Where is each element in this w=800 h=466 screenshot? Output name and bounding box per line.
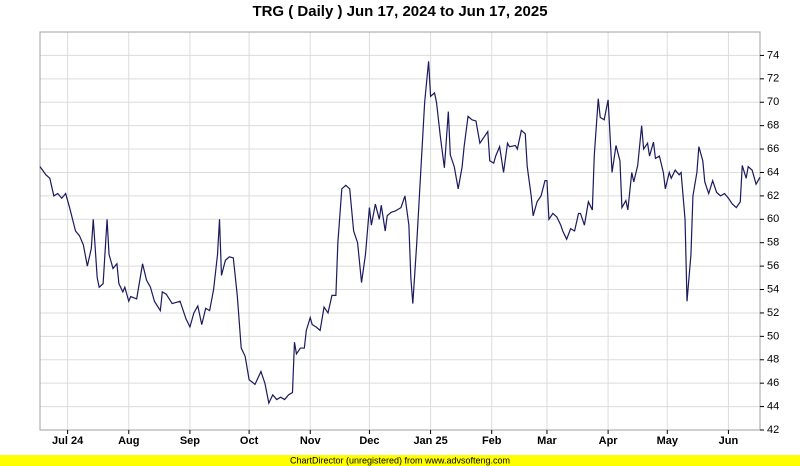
x-tick-label: Nov xyxy=(300,435,322,447)
x-tick-label: Jul 24 xyxy=(52,435,84,447)
x-tick-label: Aug xyxy=(118,435,139,447)
y-tick-label: 70 xyxy=(767,96,779,108)
x-tick-label: Dec xyxy=(359,435,379,447)
y-tick-label: 62 xyxy=(767,190,779,202)
x-tick-label: Jan 25 xyxy=(413,435,447,447)
footer-band xyxy=(0,455,800,466)
y-tick-label: 46 xyxy=(767,377,779,389)
y-tick-label: 68 xyxy=(767,120,779,132)
y-tick-label: 52 xyxy=(767,307,779,319)
x-tick-label: Jun xyxy=(719,435,739,447)
grid xyxy=(40,32,760,431)
x-tick-label: Apr xyxy=(599,435,619,447)
y-tick-label: 50 xyxy=(767,330,779,342)
y-tick-label: 72 xyxy=(767,73,779,85)
y-tick-label: 58 xyxy=(767,237,779,249)
price-line xyxy=(39,61,761,405)
plot-frame xyxy=(39,31,761,431)
y-tick-label: 64 xyxy=(767,166,779,178)
x-tick-label: Sep xyxy=(180,435,200,447)
chart-title: TRG ( Daily ) Jun 17, 2024 to Jun 17, 20… xyxy=(252,3,547,20)
y-tick-label: 60 xyxy=(767,213,779,225)
y-tick-label: 48 xyxy=(767,354,779,366)
x-tick-label: Mar xyxy=(537,435,557,447)
footer-text: ChartDirector (unregistered) from www.ad… xyxy=(290,455,510,465)
x-tick-label: Feb xyxy=(482,435,502,447)
y-tick-label: 54 xyxy=(767,283,779,295)
y-tick-label: 42 xyxy=(767,424,779,436)
y-tick-label: 44 xyxy=(767,400,779,412)
y-tick-label: 56 xyxy=(767,260,779,272)
y-tick-label: 66 xyxy=(767,143,779,155)
x-tick-label: Oct xyxy=(240,435,259,447)
y-tick-label: 74 xyxy=(767,49,779,61)
x-tick-label: May xyxy=(657,435,679,447)
